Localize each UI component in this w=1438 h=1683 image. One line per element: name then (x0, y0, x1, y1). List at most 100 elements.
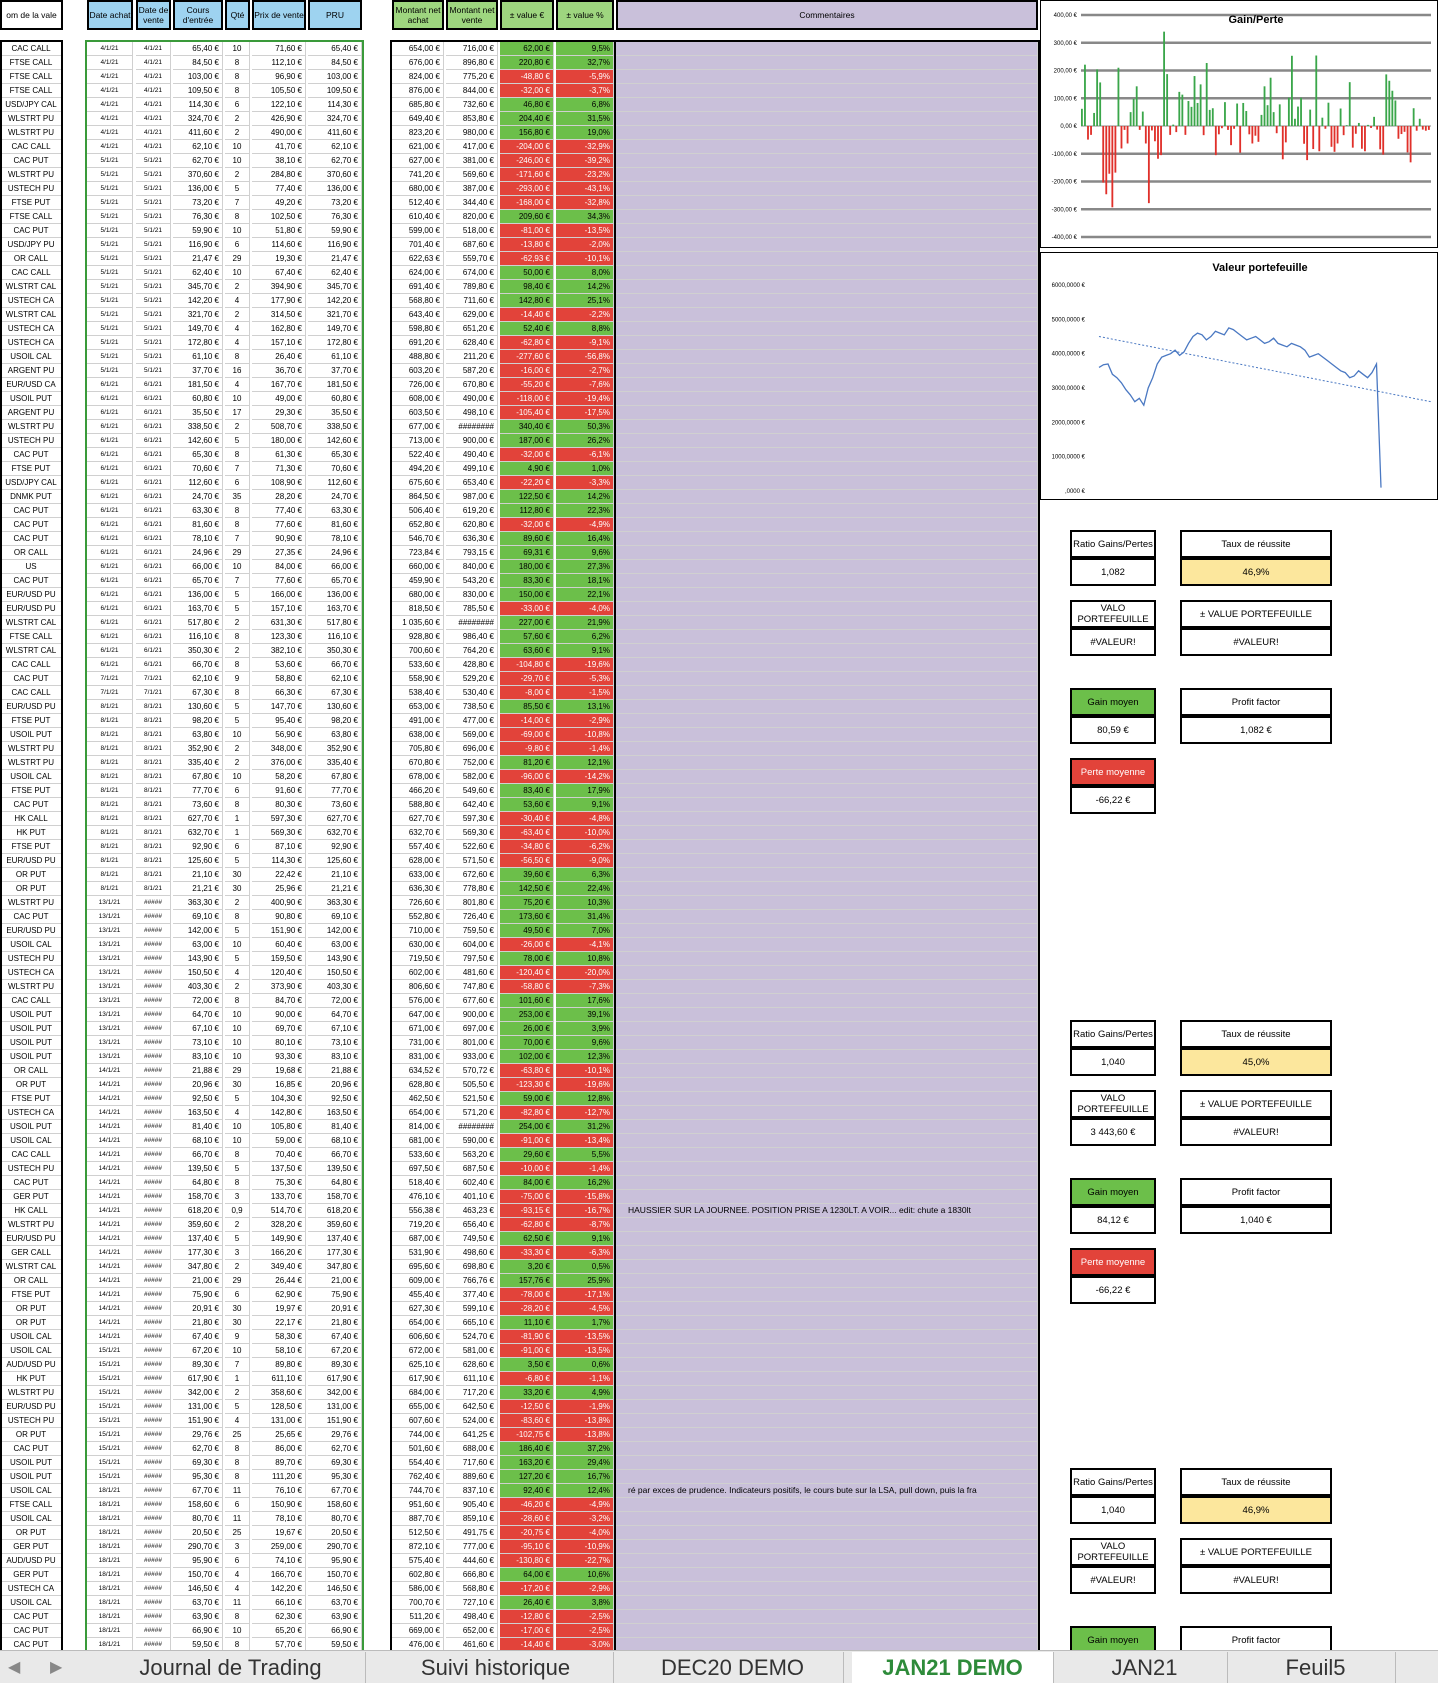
cell-qte[interactable]: 6 (225, 98, 250, 112)
cell-pru[interactable]: 60,80 € (308, 392, 362, 406)
cell-date-achat[interactable]: 8/1/21 (87, 854, 133, 868)
cell-date-vente[interactable]: ##### (136, 1568, 171, 1582)
cell-prix-vente[interactable]: 25,96 € (252, 882, 306, 896)
cell-date-vente[interactable]: ##### (136, 1540, 171, 1554)
cell-commentaires[interactable] (616, 420, 1038, 434)
cell-montant-achat[interactable]: 654,00 € (392, 1316, 444, 1330)
cell-date-achat[interactable]: 14/1/21 (87, 1302, 133, 1316)
cell-commentaires[interactable] (616, 966, 1038, 980)
cell-date-achat[interactable]: 15/1/21 (87, 1386, 133, 1400)
cell-commentaires[interactable] (616, 42, 1038, 56)
cell-date-vente[interactable]: ##### (136, 1610, 171, 1624)
cell-value-eur[interactable]: -81,00 € (500, 224, 554, 238)
cell-value-eur[interactable]: 11,10 € (500, 1316, 554, 1330)
cell-montant-vente[interactable]: 656,40 € (446, 1218, 498, 1232)
ratio-label[interactable]: Ratio Gains/Pertes (1070, 1020, 1156, 1048)
cell-commentaires[interactable] (616, 882, 1038, 896)
cell-montant-achat[interactable]: 607,60 € (392, 1414, 444, 1428)
cell-commentaires[interactable] (616, 1456, 1038, 1470)
cell-value-eur[interactable]: -62,80 € (500, 1218, 554, 1232)
cell-cours-entree[interactable]: 62,10 € (173, 672, 223, 686)
cell-date-achat[interactable]: 6/1/21 (87, 630, 133, 644)
cell-commentaires[interactable] (616, 140, 1038, 154)
cell-value-eur[interactable]: -105,40 € (500, 406, 554, 420)
cell-date-achat[interactable]: 5/1/21 (87, 280, 133, 294)
cell-qte[interactable]: 2 (225, 644, 250, 658)
cell-date-vente[interactable]: ##### (136, 1624, 171, 1638)
cell-cours-entree[interactable]: 95,30 € (173, 1470, 223, 1484)
cell-pru[interactable]: 21,10 € (308, 868, 362, 882)
cell-date-achat[interactable]: 6/1/21 (87, 378, 133, 392)
cell-prix-vente[interactable]: 87,10 € (252, 840, 306, 854)
cell-montant-vente[interactable]: 569,30 € (446, 826, 498, 840)
cell-qte[interactable]: 8 (225, 798, 250, 812)
cell-value-pct[interactable]: 7,0% (556, 924, 614, 938)
cell-montant-achat[interactable]: 554,40 € (392, 1456, 444, 1470)
cell-prix-vente[interactable]: 93,30 € (252, 1050, 306, 1064)
cell-montant-achat[interactable]: 676,00 € (392, 56, 444, 70)
cell-prix-vente[interactable]: 105,80 € (252, 1120, 306, 1134)
cell-nom[interactable]: CAC PUT (0, 224, 63, 238)
cell-montant-achat[interactable]: 568,80 € (392, 294, 444, 308)
cell-prix-vente[interactable]: 348,00 € (252, 742, 306, 756)
cell-commentaires[interactable] (616, 910, 1038, 924)
cell-nom[interactable]: USTECH PU (0, 1414, 63, 1428)
cell-montant-achat[interactable]: 1 035,60 € (392, 616, 444, 630)
cell-commentaires[interactable] (616, 938, 1038, 952)
cell-value-eur[interactable]: -55,20 € (500, 378, 554, 392)
cell-qte[interactable]: 10 (225, 266, 250, 280)
cell-nom[interactable]: OR PUT (0, 868, 63, 882)
cell-value-eur[interactable]: 3,20 € (500, 1260, 554, 1274)
cell-value-pct[interactable]: 9,6% (556, 546, 614, 560)
cell-montant-achat[interactable]: 649,40 € (392, 112, 444, 126)
cell-value-pct[interactable]: -19,4% (556, 392, 614, 406)
cell-commentaires[interactable] (616, 770, 1038, 784)
cell-value-pct[interactable]: 10,6% (556, 1568, 614, 1582)
cell-prix-vente[interactable]: 58,20 € (252, 770, 306, 784)
cell-commentaires[interactable] (616, 280, 1038, 294)
cell-montant-vente[interactable]: 571,20 € (446, 1106, 498, 1120)
cell-prix-vente[interactable]: 60,40 € (252, 938, 306, 952)
cell-prix-vente[interactable]: 131,00 € (252, 1414, 306, 1428)
cell-cours-entree[interactable]: 69,30 € (173, 1456, 223, 1470)
cell-value-eur[interactable]: 62,50 € (500, 1232, 554, 1246)
cell-montant-vente[interactable]: 524,00 € (446, 1414, 498, 1428)
cell-prix-vente[interactable]: 19,67 € (252, 1526, 306, 1540)
cell-montant-vente[interactable]: 651,20 € (446, 322, 498, 336)
cell-montant-vente[interactable]: 602,40 € (446, 1176, 498, 1190)
cell-value-pct[interactable]: 0,6% (556, 1358, 614, 1372)
cell-nom[interactable]: CAC PUT (0, 154, 63, 168)
plus-value-value[interactable]: #VALEUR! (1180, 1566, 1332, 1594)
cell-qte[interactable]: 1 (225, 812, 250, 826)
cell-date-achat[interactable]: 6/1/21 (87, 560, 133, 574)
cell-value-eur[interactable]: -63,40 € (500, 826, 554, 840)
cell-value-pct[interactable]: 17,9% (556, 784, 614, 798)
cell-value-pct[interactable]: 14,2% (556, 280, 614, 294)
cell-date-achat[interactable]: 14/1/21 (87, 1288, 133, 1302)
cell-montant-achat[interactable]: 824,00 € (392, 70, 444, 84)
cell-commentaires[interactable] (616, 476, 1038, 490)
cell-date-achat[interactable]: 6/1/21 (87, 588, 133, 602)
cell-cours-entree[interactable]: 67,40 € (173, 1330, 223, 1344)
cell-montant-achat[interactable]: 684,00 € (392, 1386, 444, 1400)
taux-value[interactable]: 46,9% (1180, 558, 1332, 586)
cell-date-achat[interactable]: 15/1/21 (87, 1344, 133, 1358)
cell-pru[interactable]: 627,70 € (308, 812, 362, 826)
cell-montant-vente[interactable]: 570,72 € (446, 1064, 498, 1078)
cell-value-pct[interactable]: 31,4% (556, 910, 614, 924)
cell-date-achat[interactable]: 6/1/21 (87, 406, 133, 420)
cell-montant-achat[interactable]: 602,00 € (392, 966, 444, 980)
cell-montant-vente[interactable]: 896,80 € (446, 56, 498, 70)
cell-prix-vente[interactable]: 19,30 € (252, 252, 306, 266)
cell-value-eur[interactable]: -46,20 € (500, 1498, 554, 1512)
cell-pru[interactable]: 137,40 € (308, 1232, 362, 1246)
cell-value-eur[interactable]: -102,75 € (500, 1428, 554, 1442)
cell-date-vente[interactable]: 5/1/21 (136, 238, 171, 252)
cell-value-eur[interactable]: -34,80 € (500, 840, 554, 854)
cell-date-vente[interactable]: ##### (136, 966, 171, 980)
cell-value-eur[interactable]: -13,80 € (500, 238, 554, 252)
cell-montant-vente[interactable]: 764,20 € (446, 644, 498, 658)
cell-montant-vente[interactable]: 859,10 € (446, 1512, 498, 1526)
cell-pru[interactable]: 335,40 € (308, 756, 362, 770)
cell-qte[interactable]: 10 (225, 392, 250, 406)
